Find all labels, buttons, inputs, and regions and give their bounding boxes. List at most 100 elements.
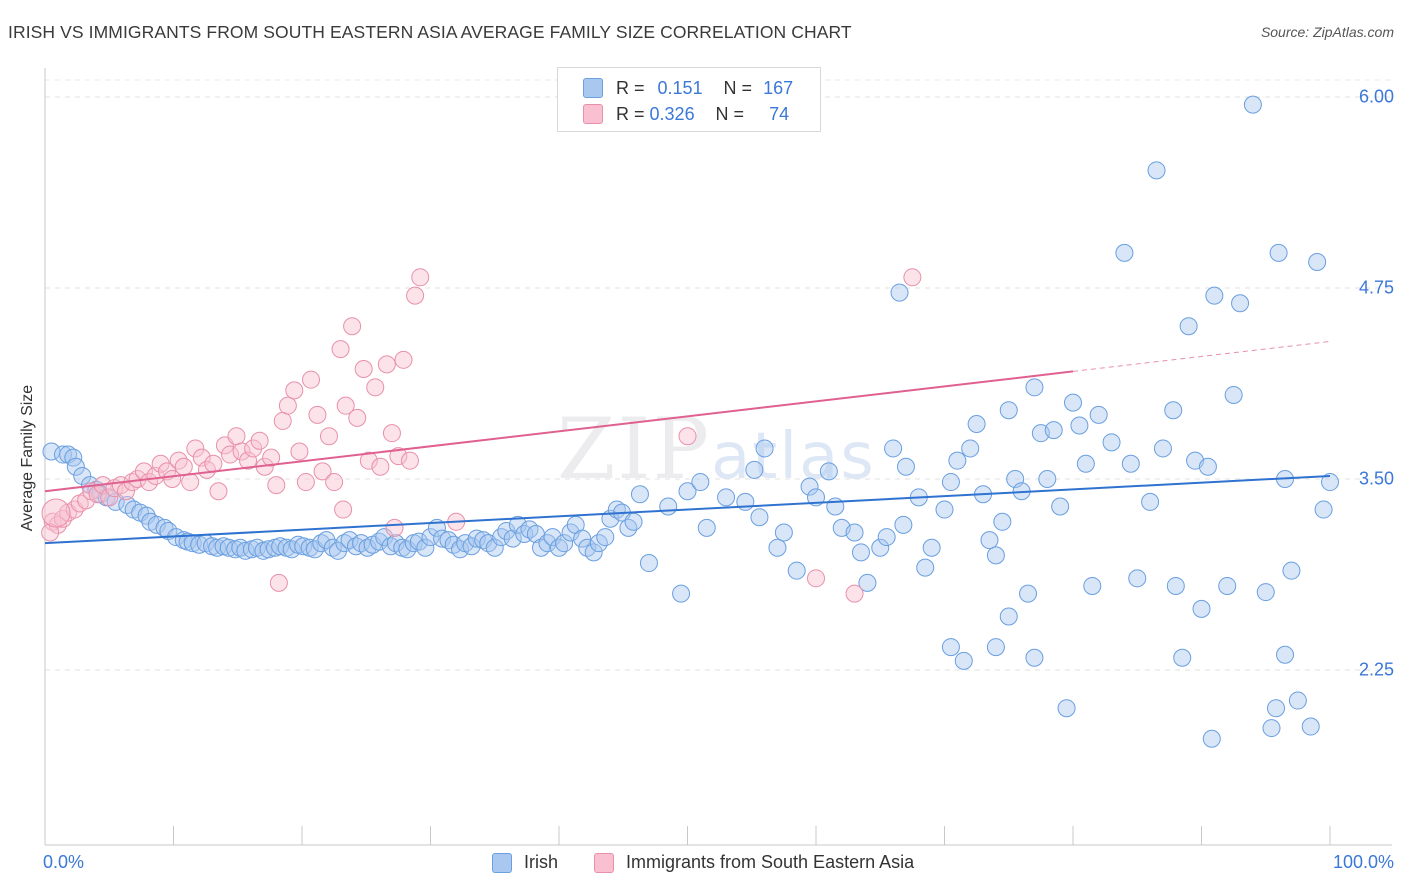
sea-point xyxy=(227,427,246,446)
irish-point xyxy=(520,520,539,539)
irish-point xyxy=(451,540,470,559)
irish-point xyxy=(1115,243,1134,262)
sea-point xyxy=(903,268,922,287)
irish-point xyxy=(1256,583,1275,602)
irish-point xyxy=(1179,317,1198,336)
irish-point xyxy=(190,535,209,554)
irish-point xyxy=(421,528,440,547)
irish-point xyxy=(508,515,527,534)
irish-point xyxy=(922,538,941,557)
irish-point xyxy=(993,512,1012,531)
sea-point xyxy=(411,268,430,287)
irish-point xyxy=(271,537,290,556)
sea-point xyxy=(319,427,338,446)
irish-point xyxy=(485,538,504,557)
sea-point xyxy=(359,451,378,470)
irish-point xyxy=(672,584,691,603)
sea-point xyxy=(273,411,292,430)
irish-point xyxy=(871,538,890,557)
sea-point xyxy=(296,473,315,492)
irish-point xyxy=(986,638,1005,657)
sea-point xyxy=(678,427,697,446)
irish-point xyxy=(639,554,658,573)
irish-point xyxy=(1025,648,1044,667)
legend-label-sea: Immigrants from South Eastern Asia xyxy=(626,852,915,872)
irish-point xyxy=(573,529,592,548)
sea-point xyxy=(232,442,251,461)
irish-point xyxy=(492,528,511,547)
irish-point xyxy=(1243,95,1262,114)
stats-legend: R = 0.151 N = 167 R = 0.326 N = 74 xyxy=(557,67,821,132)
irish-point xyxy=(1218,576,1237,595)
irish-point xyxy=(717,488,736,507)
irish-point xyxy=(1038,470,1057,488)
irish-point xyxy=(1121,454,1140,473)
irish-point xyxy=(1070,416,1089,435)
irish-point xyxy=(1224,385,1243,404)
sea-point xyxy=(262,448,281,467)
sea-point xyxy=(382,424,401,443)
irish-point xyxy=(1276,645,1295,664)
sea-point xyxy=(181,473,200,492)
sea-point xyxy=(336,396,355,415)
chart-title: IRISH VS IMMIGRANTS FROM SOUTH EASTERN A… xyxy=(8,22,852,42)
irish-point xyxy=(1173,648,1192,667)
watermark-atlas: atlas xyxy=(711,420,876,494)
irish-point xyxy=(1019,584,1038,603)
irish-point xyxy=(890,283,909,302)
sea-trend-line xyxy=(44,370,1074,493)
irish-point xyxy=(282,540,301,559)
irish-point xyxy=(1141,492,1160,511)
irish-point xyxy=(750,508,769,527)
source-attribution: Source: ZipAtlas.com xyxy=(1260,24,1394,40)
irish-point xyxy=(317,531,336,550)
sea-point xyxy=(41,498,71,528)
irish-point xyxy=(584,543,603,562)
sea-point xyxy=(807,569,825,588)
sea-point xyxy=(400,451,419,470)
sea-point xyxy=(163,470,182,488)
irish-point xyxy=(375,528,394,547)
irish-point xyxy=(736,492,755,511)
irish-point xyxy=(941,638,960,657)
irish-point xyxy=(1308,253,1327,272)
irish-point xyxy=(66,457,85,476)
irish-point xyxy=(1301,717,1320,736)
sea-point xyxy=(348,408,367,427)
irish-legend-swatch xyxy=(492,852,512,873)
irish-point xyxy=(999,401,1018,420)
sea-point xyxy=(377,355,396,374)
sea-point xyxy=(278,396,297,415)
irish-point xyxy=(619,518,638,537)
irish-point xyxy=(596,528,615,547)
irish-point xyxy=(800,477,819,496)
irish-point xyxy=(948,451,967,470)
irish-point xyxy=(1231,294,1250,313)
sea-point xyxy=(250,431,269,450)
r-label: R = xyxy=(616,103,645,124)
irish-point xyxy=(807,488,825,507)
irish-point xyxy=(503,529,522,548)
irish-point xyxy=(1314,500,1333,519)
irish-point xyxy=(323,538,342,557)
irish-point xyxy=(53,445,72,464)
sea-point xyxy=(285,381,304,400)
n-label: N = xyxy=(715,103,745,124)
irish-point xyxy=(1153,439,1172,458)
x-tick-label-max: 100.0% xyxy=(1332,852,1394,872)
stats-legend-row-irish: R = 0.151 N = 167 xyxy=(583,76,793,100)
irish-point xyxy=(1321,473,1339,492)
legend-item-sea: Immigrants from South Eastern Asia xyxy=(594,852,914,873)
y-tick-label: 4.75 xyxy=(1358,277,1394,298)
irish-swatch xyxy=(583,78,603,98)
irish-point xyxy=(1282,561,1301,580)
irish-point xyxy=(659,497,678,516)
irish-point xyxy=(236,541,255,560)
sea-point xyxy=(394,350,413,369)
n-value: 167 xyxy=(763,77,794,98)
sea-point xyxy=(334,500,353,519)
irish-point xyxy=(755,439,774,458)
stats-legend-row-sea: R = 0.326 N = 74 xyxy=(583,102,789,126)
irish-point xyxy=(386,534,405,553)
